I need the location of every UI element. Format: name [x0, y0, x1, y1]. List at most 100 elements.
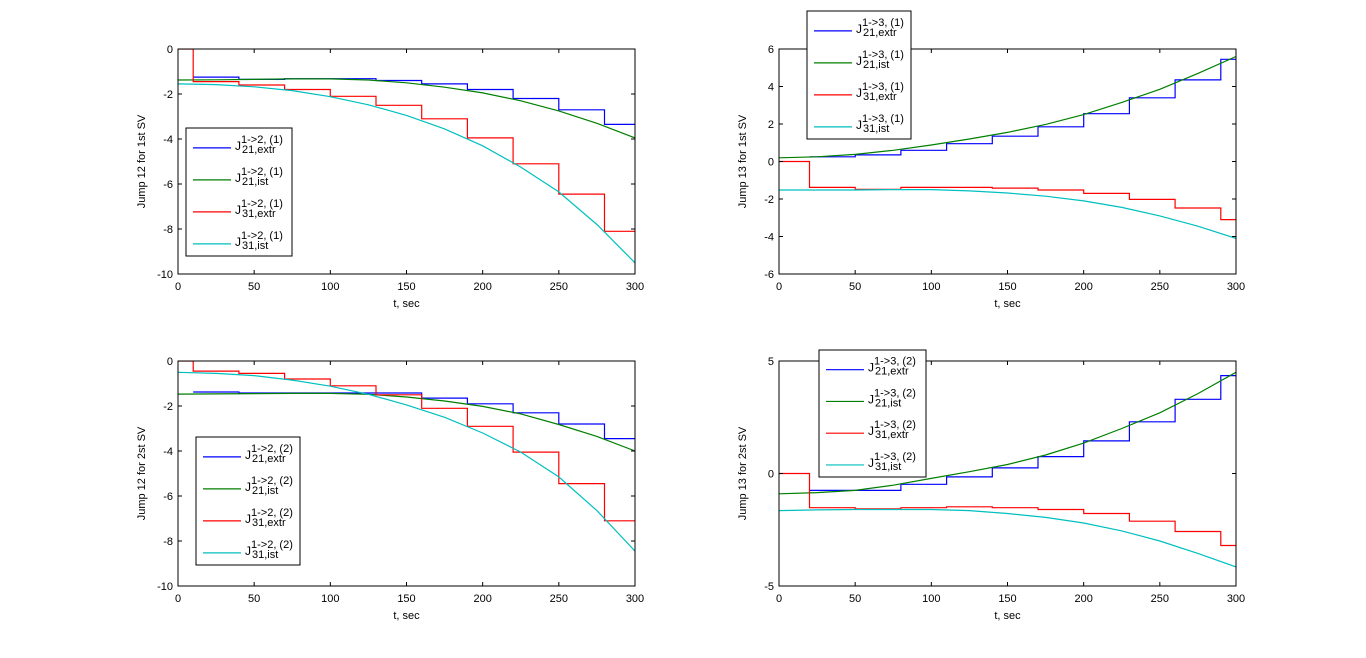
- y-axis-label: Jump 13 for 1st SV: [737, 114, 749, 208]
- x-tick-label: 150: [998, 281, 1016, 293]
- series-line-j31-ist: [779, 189, 1236, 239]
- y-tick-label: -2: [163, 89, 173, 101]
- legend-box: [806, 10, 912, 140]
- y-tick-label: 0: [167, 44, 173, 56]
- series-line-j31-extr: [178, 361, 635, 522]
- y-tick-label: -6: [163, 491, 173, 503]
- legend-entry-label: J1->2, (1) 31,ist: [235, 230, 283, 252]
- series-line-j21-ist: [779, 371, 1236, 495]
- x-tick-label: 50: [849, 281, 861, 293]
- series-group: [178, 49, 635, 264]
- x-tick-label: 0: [175, 593, 181, 605]
- x-tick-label: 0: [776, 593, 782, 605]
- x-axis-label: t, sec: [994, 298, 1021, 310]
- y-tick-label: -6: [163, 179, 173, 191]
- x-tick-label: 300: [1227, 593, 1245, 605]
- series-group: [178, 361, 635, 552]
- series-line-j31-extr: [779, 160, 1236, 221]
- y-tick-label: -8: [163, 224, 173, 236]
- y-tick-label: -4: [163, 446, 173, 458]
- legend-entry-label: J1->2, (2) 31,ist: [245, 539, 293, 561]
- subplot-top-left: 0 50 100 150 200 250 300 -10 -8 -6 -4 -2 0 t, sec Jump…: [136, 44, 644, 310]
- legend-entry-label: J1->2, (2) 21,extr: [245, 443, 293, 465]
- y-tick-label: 0: [768, 469, 774, 481]
- legend-entry-label: J1->2, (1) 31,extr: [235, 198, 283, 220]
- legend-entry-label: J1->2, (1) 21,ist: [235, 166, 283, 188]
- y-tick-label: -6: [764, 269, 774, 281]
- y-tick-label: -10: [157, 581, 173, 593]
- x-tick-label: 100: [922, 593, 940, 605]
- y-tick-label: -4: [163, 134, 173, 146]
- x-tick-label: 50: [248, 593, 260, 605]
- x-tick-label: 300: [1227, 281, 1245, 293]
- legend-entry-label: J1->3, (1) 31,ist: [856, 113, 904, 135]
- x-tick-label: 100: [321, 281, 339, 293]
- legend-entry-label: J1->3, (1) 21,ist: [856, 49, 904, 71]
- x-tick-label: 0: [776, 281, 782, 293]
- x-tick-label: 100: [922, 281, 940, 293]
- legend-box: [185, 127, 293, 257]
- y-tick-label: -5: [764, 581, 774, 593]
- y-tick-label: -2: [764, 194, 774, 206]
- y-axis-label: Jump 12 for 1st SV: [136, 114, 148, 208]
- legend: J1->2, (2) 21,extr J1->2, (2) 21,ist J1->2, …: [195, 436, 301, 566]
- y-tick-label: 5: [768, 356, 774, 368]
- series-line-j21-ist: [178, 392, 635, 452]
- y-tick-label: -10: [157, 269, 173, 281]
- series-line-j31-ist: [178, 83, 635, 264]
- x-tick-label: 200: [473, 593, 491, 605]
- legend-entry-label: J1->3, (2) 21,extr: [868, 356, 916, 378]
- series-line-j31-extr: [178, 49, 635, 232]
- legend-entry-label: J1->2, (2) 31,extr: [245, 507, 293, 529]
- series-line-j21-ist: [779, 55, 1236, 159]
- legend-entry-label: J1->3, (2) 21,ist: [868, 387, 916, 409]
- subplot-top-right: 0 50 100 150 200 250 300 -6 -4 -2 0 2 4 6 t, sec Jump 1…: [737, 10, 1245, 310]
- series-line-j31-extr: [779, 472, 1236, 547]
- y-axis-label: Jump 13 for 2st SV: [737, 426, 749, 520]
- y-tick-label: 4: [768, 82, 774, 94]
- legend-entry-label: J1->3, (1) 31,extr: [856, 81, 904, 103]
- legend: J1->3, (1) 21,extr J1->3, (1) 21,ist J1->3, …: [806, 10, 912, 140]
- legend-entry-label: J1->2, (1) 21,extr: [235, 134, 283, 156]
- y-tick-label: 6: [768, 44, 774, 56]
- x-tick-label: 200: [473, 281, 491, 293]
- x-axis-label: t, sec: [393, 298, 420, 310]
- x-tick-label: 200: [1074, 281, 1092, 293]
- legend-entry-label: J1->2, (2) 21,ist: [245, 475, 293, 497]
- x-tick-label: 150: [998, 593, 1016, 605]
- x-tick-label: 100: [321, 593, 339, 605]
- legend-box: [818, 349, 927, 478]
- x-axis-label: t, sec: [994, 610, 1021, 622]
- x-tick-label: 200: [1074, 593, 1092, 605]
- legend-entry-label: J1->3, (2) 31,ist: [868, 451, 916, 473]
- x-tick-label: 50: [248, 281, 260, 293]
- y-tick-label: 0: [167, 356, 173, 368]
- x-axis-label: t, sec: [393, 610, 420, 622]
- y-tick-label: 0: [768, 157, 774, 169]
- x-tick-label: 0: [175, 281, 181, 293]
- x-tick-label: 300: [626, 593, 644, 605]
- legend: J1->2, (1) 21,extr J1->2, (1) 21,ist J1->2, …: [185, 127, 293, 257]
- series-group: [779, 55, 1236, 239]
- y-tick-label: -8: [163, 536, 173, 548]
- x-tick-label: 150: [397, 593, 415, 605]
- y-tick-label: -4: [764, 232, 774, 244]
- legend-box: [195, 436, 301, 566]
- legend-entry-label: J1->3, (1) 21,extr: [856, 17, 904, 39]
- legend: J1->3, (2) 21,extr J1->3, (2) 21,ist J1->3, …: [818, 349, 927, 478]
- y-axis-label: Jump 12 for 2st SV: [136, 426, 148, 520]
- series-group: [779, 371, 1236, 568]
- series-line-j31-ist: [178, 371, 635, 552]
- subplot-bottom-left: 0 50 100 150 200 250 300 -10 -8 -6 -4 -2 0 t, sec Jump…: [136, 356, 644, 622]
- x-tick-label: 250: [1151, 281, 1169, 293]
- y-tick-label: -2: [163, 401, 173, 413]
- series-line-j21-ist: [178, 78, 635, 139]
- y-tick-label: 2: [768, 119, 774, 131]
- legend-entry-label: J1->3, (2) 31,extr: [868, 419, 916, 441]
- series-line-j31-ist: [779, 508, 1236, 568]
- x-tick-label: 300: [626, 281, 644, 293]
- x-tick-label: 150: [397, 281, 415, 293]
- x-tick-label: 250: [1151, 593, 1169, 605]
